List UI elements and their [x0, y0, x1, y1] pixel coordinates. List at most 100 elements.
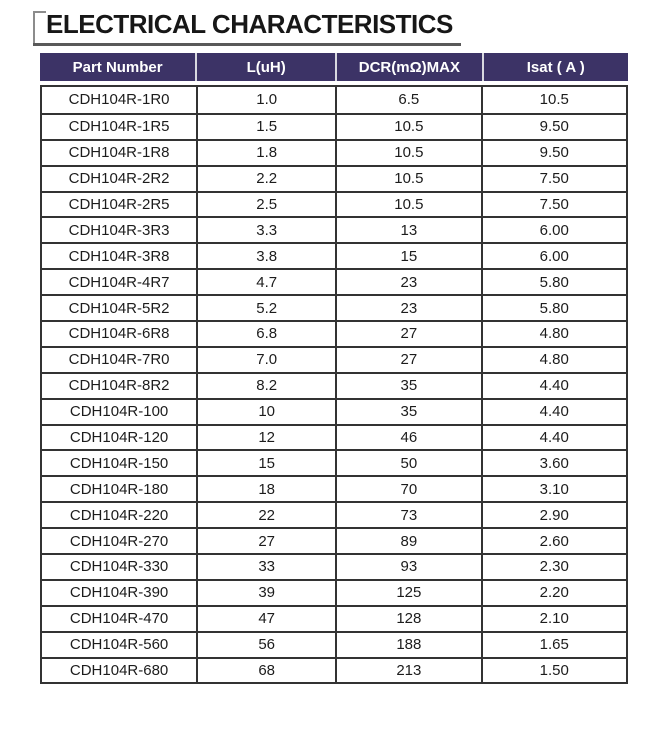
cell-inductance: 5.2: [196, 296, 335, 321]
cell-dcr-max: 27: [335, 347, 480, 372]
table-row: CDH104R-220 22 73 2.90: [42, 501, 626, 528]
cell-isat: 5.80: [480, 270, 626, 295]
cell-part-number: CDH104R-330: [69, 558, 169, 576]
cell-isat: 4.80: [480, 322, 626, 346]
cell-part-number: CDH104R-150: [69, 454, 169, 472]
table-row: CDH104R-330 33 93 2.30: [42, 553, 626, 579]
table-row: CDH104R-3R3 3.3 13 6.00: [42, 216, 626, 243]
cell-part-number: CDH104R-7R0: [68, 351, 170, 369]
table-row: CDH104R-3R8 3.8 15 6.00: [42, 242, 626, 269]
cell-dcr-max: 10.5: [335, 166, 480, 191]
cell-part-number: CDH104R-4R7: [68, 273, 170, 291]
cell-inductance: 1.0: [196, 87, 335, 113]
cell-inductance: 22: [196, 503, 335, 528]
table-row: CDH104R-120 12 46 4.40: [42, 423, 626, 450]
cell-part-number: CDH104R-220: [69, 506, 169, 524]
page-title: ELECTRICAL CHARACTERISTICS: [46, 9, 453, 39]
cell-part-number: CDH104R-8R2: [68, 377, 170, 395]
cell-inductance: 68: [196, 658, 335, 683]
cell-isat: 2.20: [480, 580, 626, 605]
cell-dcr-max: 35: [335, 373, 480, 398]
cell-part-number: CDH104R-1R8: [68, 144, 170, 162]
cell-isat: 3.10: [480, 477, 626, 502]
column-header-dcr-max: DCR(mΩ)MAX: [335, 53, 481, 81]
cell-dcr-max: 10.5: [335, 192, 480, 217]
cell-isat: 9.50: [480, 114, 626, 139]
table-row: CDH104R-2R5 2.5 10.5 7.50: [42, 190, 626, 217]
cell-inductance: 3.3: [196, 218, 335, 243]
table-row: CDH104R-1R5 1.5 10.5 9.50: [42, 112, 626, 139]
cell-inductance: 33: [196, 555, 335, 579]
cell-dcr-max: 128: [335, 606, 480, 631]
cell-part-number: CDH104R-2R5: [68, 196, 170, 213]
cell-part-number: CDH104R-1R5: [68, 118, 170, 136]
cell-dcr-max: 125: [335, 580, 480, 605]
table-row: CDH104R-150 15 50 3.60: [42, 449, 626, 476]
cell-dcr-max: 23: [335, 270, 480, 295]
cell-dcr-max: 188: [335, 632, 480, 657]
cell-part-number: CDH104R-120: [69, 429, 169, 447]
cell-isat: 6.00: [480, 218, 626, 243]
cell-inductance: 27: [196, 529, 335, 554]
cell-part-number: CDH104R-6R8: [68, 325, 170, 343]
cell-isat: 1.50: [480, 658, 626, 683]
cell-isat: 2.30: [480, 555, 626, 579]
cell-isat: 9.50: [480, 140, 626, 165]
table-row: CDH104R-560 56 188 1.65: [42, 630, 626, 657]
table-row: CDH104R-1R0 1.0 6.5 10.5: [42, 87, 626, 113]
cell-part-number: CDH104R-2R2: [68, 170, 170, 188]
cell-inductance: 1.5: [196, 114, 335, 139]
cell-inductance: 2.2: [196, 166, 335, 191]
cell-inductance: 56: [196, 632, 335, 657]
cell-isat: 4.80: [480, 347, 626, 372]
cell-dcr-max: 70: [335, 477, 480, 502]
cell-inductance: 47: [196, 606, 335, 631]
section-title-block: ELECTRICAL CHARACTERISTICS: [33, 5, 461, 46]
table-row: CDH104R-7R0 7.0 27 4.80: [42, 345, 626, 372]
cell-dcr-max: 10.5: [335, 114, 480, 139]
cell-isat: 3.60: [480, 451, 626, 476]
cell-inductance: 1.8: [196, 140, 335, 165]
cell-inductance: 7.0: [196, 347, 335, 372]
table-header-row: Part Number L(uH) DCR(mΩ)MAX Isat ( A ): [40, 53, 628, 81]
cell-isat: 10.5: [480, 87, 626, 113]
cell-part-number: CDH104R-3R3: [68, 221, 170, 239]
table-row: CDH104R-2R2 2.2 10.5 7.50: [42, 164, 626, 191]
cell-dcr-max: 89: [335, 529, 480, 554]
column-header-isat: Isat ( A ): [481, 53, 628, 81]
cell-inductance: 6.8: [196, 322, 335, 346]
cell-part-number: CDH104R-100: [69, 403, 169, 421]
cell-dcr-max: 6.5: [335, 87, 480, 113]
cell-part-number: CDH104R-270: [69, 532, 169, 550]
title-corner-bracket-icon: [33, 11, 46, 43]
cell-part-number: CDH104R-560: [69, 636, 169, 654]
cell-inductance: 18: [196, 477, 335, 502]
cell-part-number: CDH104R-180: [69, 480, 169, 498]
cell-dcr-max: 27: [335, 322, 480, 346]
table-row: CDH104R-470 47 128 2.10: [42, 604, 626, 631]
cell-dcr-max: 15: [335, 244, 480, 269]
cell-inductance: 12: [196, 425, 335, 450]
table-row: CDH104R-680 68 213 1.50: [42, 656, 626, 683]
cell-isat: 4.40: [480, 373, 626, 398]
cell-inductance: 2.5: [196, 192, 335, 217]
cell-dcr-max: 73: [335, 503, 480, 528]
cell-part-number: CDH104R-390: [69, 584, 169, 602]
cell-isat: 7.50: [480, 166, 626, 191]
cell-dcr-max: 13: [335, 218, 480, 243]
cell-dcr-max: 35: [335, 399, 480, 424]
cell-isat: 4.40: [480, 425, 626, 450]
cell-dcr-max: 213: [335, 658, 480, 683]
cell-dcr-max: 10.5: [335, 140, 480, 165]
cell-dcr-max: 46: [335, 425, 480, 450]
cell-inductance: 39: [196, 580, 335, 605]
table-row: CDH104R-4R7 4.7 23 5.80: [42, 268, 626, 295]
cell-inductance: 4.7: [196, 270, 335, 295]
cell-inductance: 15: [196, 451, 335, 476]
cell-inductance: 10: [196, 399, 335, 424]
cell-dcr-max: 50: [335, 451, 480, 476]
column-header-part-number: Part Number: [72, 58, 163, 76]
cell-isat: 4.40: [480, 399, 626, 424]
table-row: CDH104R-8R2 8.2 35 4.40: [42, 371, 626, 398]
table-body: CDH104R-1R0 1.0 6.5 10.5 CDH104R-1R5 1.5 10.5 9…: [40, 85, 628, 685]
